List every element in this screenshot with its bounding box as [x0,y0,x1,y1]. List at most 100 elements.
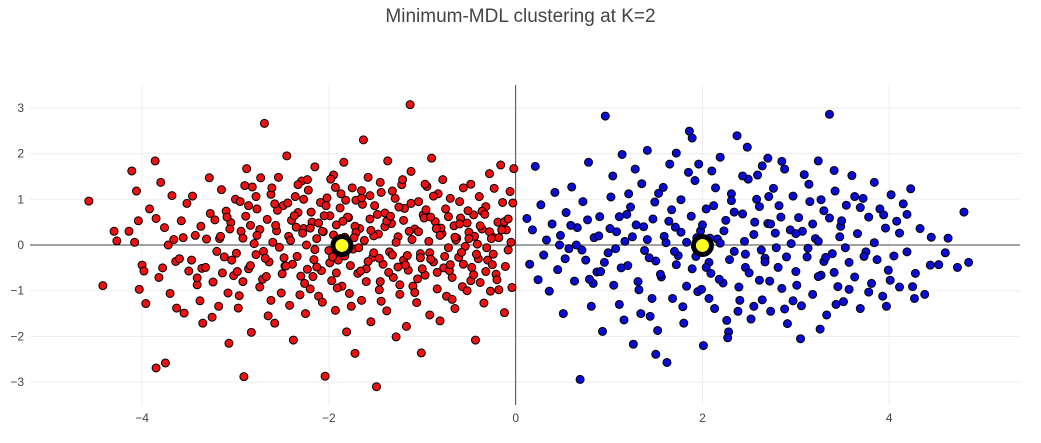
cluster-2-point [934,260,944,270]
cluster-1-point [338,216,348,226]
cluster-2-point [829,165,839,175]
cluster-1-point [156,177,166,187]
cluster-2-point [906,184,916,194]
cluster-2-point [959,207,969,217]
cluster-2-point [567,182,577,192]
cluster-2-point [586,301,596,311]
cluster-2-point [715,238,725,248]
cluster-2-point [558,309,568,319]
cluster-1-point [499,308,509,318]
cluster-2-point [636,309,646,319]
cluster-1-point [246,327,256,337]
cluster-2-point [808,219,818,229]
cluster-1-point [327,276,337,286]
cluster-2-point [650,197,660,207]
cluster-2-point [671,260,681,270]
cluster-2-point [768,183,778,193]
cluster-1-point [274,242,284,252]
cluster-2-point [764,192,774,202]
cluster-2-point [773,262,783,272]
cluster-2-point [555,230,565,240]
cluster-1-point [346,301,356,311]
cluster-1-point [406,166,416,176]
cluster-2-point [869,238,879,248]
cluster-1-point [480,209,490,219]
cluster-2-point [740,249,750,259]
chart-title: Minimum-MDL clustering at K=2 [385,6,656,27]
cluster-1-point [485,286,495,296]
cluster-1-point [509,164,519,174]
cluster-1-point [271,220,281,230]
cluster-1-point [282,151,292,161]
cluster-1-point [414,197,424,207]
cluster-2-point [715,152,725,162]
cluster-2-point [616,263,626,273]
cluster-2-point [611,244,621,254]
cluster-2-point [794,213,804,223]
cluster-1-point [498,197,508,207]
cluster-1-point [481,267,491,277]
cluster-2-point [878,291,888,301]
cluster-2-point [881,301,891,311]
cluster-1-point [382,306,392,316]
cluster-1-point [319,211,329,221]
cluster-1-point [176,216,186,226]
cluster-2-point [837,216,847,226]
cluster-1-point [244,201,254,211]
cluster-2-point [658,182,668,192]
cluster-2-point [766,306,776,316]
cluster-2-point [620,236,630,246]
cluster-2-point [653,325,663,335]
cluster-1-point [192,273,202,283]
cluster-1-point [445,260,455,270]
cluster-2-point [570,276,579,286]
cluster-1-point [447,294,457,304]
cluster-1-point [174,254,184,264]
cluster-2-point [669,246,679,256]
cluster-2-point [581,255,591,265]
cluster-1-point [224,338,234,348]
cluster-1-point [263,311,273,321]
cluster-1-point [399,215,409,225]
cluster-1-point [179,308,189,318]
cluster-1-point [432,267,442,277]
cluster-1-point [212,246,222,256]
cluster-2-point [594,231,604,241]
cluster-1-point [266,295,276,305]
cluster-1-point [471,335,480,345]
cluster-2-point [763,153,773,163]
cluster-1-point [492,275,502,285]
cluster-1-point [251,250,261,260]
cluster-1-point [321,201,331,211]
cluster-2-point [757,295,767,305]
cluster-1-point [141,299,151,309]
cluster-1-point [245,220,255,230]
cluster-2-point [908,282,918,292]
cluster-1-point [391,332,401,342]
cluster-1-point [151,363,161,373]
cluster-2-point [637,179,647,189]
cluster-2-point [940,248,950,258]
cluster-1-point [270,318,280,328]
cluster-2-point [847,171,857,181]
cluster-2-point [895,228,905,238]
cluster-2-point [711,183,721,193]
cluster-2-point [915,224,925,234]
cluster-2-point [813,156,823,166]
cluster-1-point [260,253,270,263]
y-tick-label: −1 [10,284,24,298]
cluster-1-point [190,230,200,240]
cluster-1-point [455,219,465,229]
cluster-2-point [698,341,708,351]
cluster-2-point [701,262,711,272]
cluster-1-point [184,266,194,276]
cluster-2-point [687,264,697,274]
cluster-2-point [707,166,717,176]
cluster-2-point [803,243,813,253]
cluster-2-point [830,186,840,196]
cluster-2-point [626,202,636,212]
cluster-1-point [341,195,351,205]
cluster-1-point [363,256,373,266]
cluster-1-point [414,227,424,237]
cluster-2-point [701,204,711,214]
